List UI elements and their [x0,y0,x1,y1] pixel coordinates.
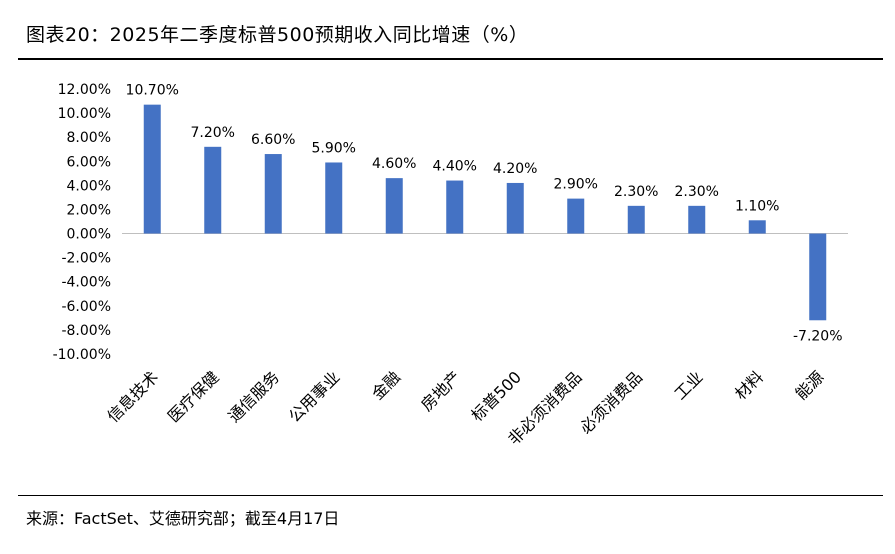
x-tick-label: 通信服务 [224,367,283,426]
data-label: 1.10% [735,198,779,214]
bar [446,180,464,234]
x-tick-label: 工业 [671,367,707,403]
data-label: 2.30% [614,184,658,200]
data-label: 4.20% [493,161,537,177]
bar [143,104,161,234]
x-tick-label: 医疗保健 [164,367,223,426]
data-label: 5.90% [312,140,356,156]
data-label: 6.60% [251,132,295,148]
y-tick-label: -8.00% [61,323,111,339]
bar [385,178,403,234]
y-tick-label: -2.00% [61,251,111,267]
data-label: -7.20% [793,328,843,344]
y-tick-label: 0.00% [67,227,111,243]
bar [264,154,282,234]
y-tick-label: 12.00% [58,82,111,98]
bar [204,146,222,234]
bar [567,198,585,234]
x-tick-label: 能源 [792,367,828,403]
chart-title: 图表20：2025年二季度标普500预期收入同比增速（%） [26,24,529,46]
bar [809,233,827,321]
data-label: 4.60% [372,156,416,172]
data-label: 7.20% [191,125,235,141]
source-divider [18,495,883,496]
data-label: 2.90% [554,177,598,193]
title-divider [18,58,883,60]
y-tick-label: 4.00% [67,178,111,194]
y-tick-label: 8.00% [67,130,111,146]
x-tick-label: 必须消费品 [576,367,646,437]
y-tick-label: 6.00% [67,154,111,170]
bar-chart: 12.00% 10.00% 8.00% 6.00% 4.00% 2.00% 0.00% -2.… [53,82,848,449]
bar [627,205,645,234]
x-tick-label: 公用事业 [285,367,344,426]
data-label: 10.70% [126,83,179,99]
y-tick-label: -10.00% [53,347,111,363]
source-note: 来源：FactSet、艾德研究部；截至4月17日 [26,509,340,528]
data-label: 2.30% [675,184,719,200]
x-tick-label: 金融 [368,367,404,403]
y-tick-label: -6.00% [61,299,111,315]
x-tick-label: 标普500 [467,367,525,425]
x-tick-label: 信息技术 [103,367,162,426]
bar [748,220,766,234]
y-tick-label: -4.00% [61,275,111,291]
bar [325,162,343,234]
data-label: 4.40% [433,159,477,175]
bar [688,205,706,234]
y-tick-label: 10.00% [58,106,111,122]
x-tick-label: 材料 [731,367,767,403]
x-tick-label: 房地产 [417,367,464,414]
bar [506,182,524,234]
y-tick-label: 2.00% [67,202,111,218]
